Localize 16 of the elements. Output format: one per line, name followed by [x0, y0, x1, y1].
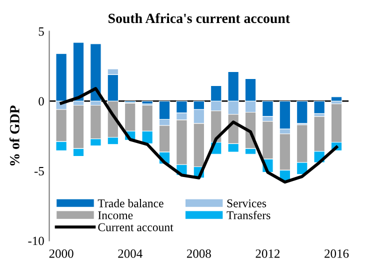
chart-title: South Africa's current account	[108, 13, 290, 24]
legend-label: Transfers	[226, 210, 270, 220]
x-tick-label: 2008	[186, 249, 211, 258]
y-tick-label: -10	[28, 236, 44, 246]
x-tick-label: 2012	[256, 249, 280, 258]
legend-label: Services	[227, 199, 266, 208]
x-tick-label: 2016	[324, 249, 349, 258]
y-tick-label: -5	[34, 167, 44, 176]
legend-label: Income	[98, 211, 133, 220]
legend-label: Current account	[98, 223, 174, 232]
x-tick-label: 2004	[118, 249, 142, 258]
y-tick-label: 0	[38, 97, 44, 106]
y-tick-label: 5	[38, 27, 44, 36]
legend-label: Trade balance	[98, 199, 164, 208]
x-tick-label: 2000	[49, 249, 74, 258]
y-axis-title: % of GDP	[9, 106, 20, 166]
